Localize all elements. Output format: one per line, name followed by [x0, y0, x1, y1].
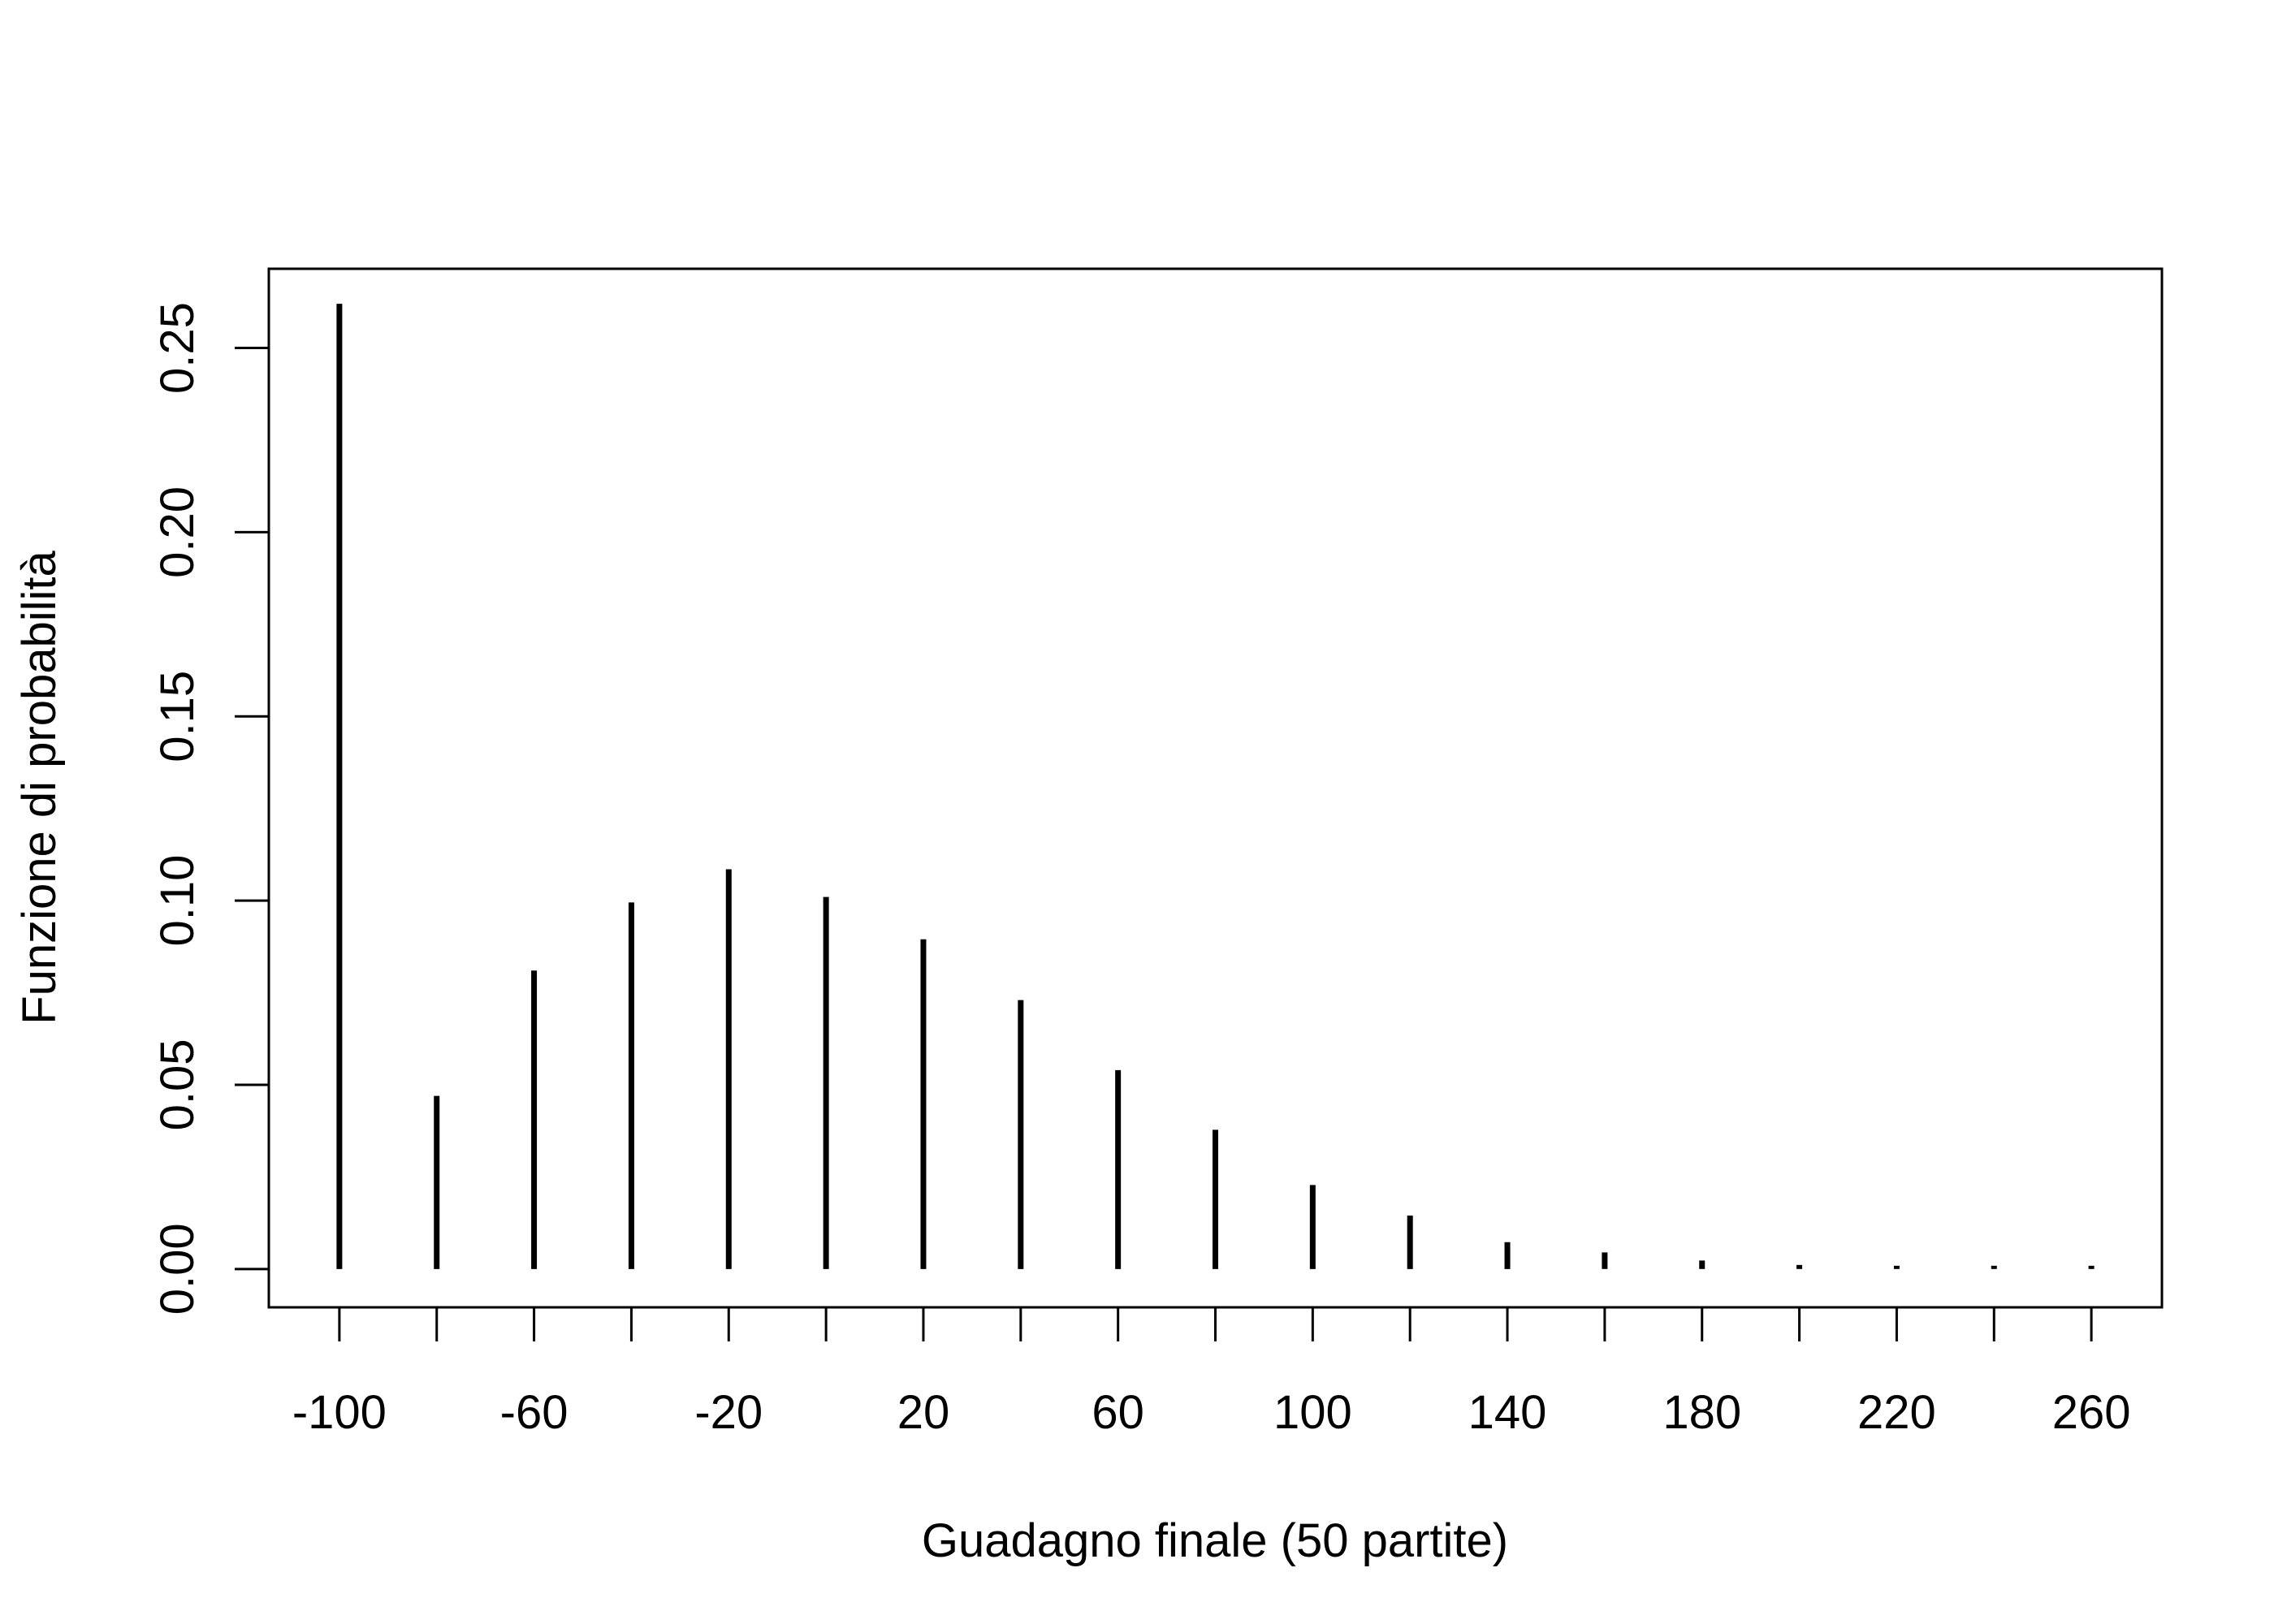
x-tick-label-2: -20: [694, 1386, 763, 1439]
x-tick-label-9: 260: [2052, 1386, 2131, 1439]
y-tick-label-4: 0.20: [151, 486, 204, 578]
x-tick-label-4: 60: [1092, 1386, 1144, 1439]
x-tick-label-1: -60: [500, 1386, 568, 1439]
y-axis-label: Funzione di probabilità: [13, 550, 66, 1024]
y-tick-label-0: 0.00: [151, 1223, 204, 1315]
y-tick-label-5: 0.25: [151, 302, 204, 394]
y-tick-label-3: 0.15: [151, 671, 204, 762]
x-axis: -100 -60 -20 20 60 100 140 180 220 260: [292, 1306, 2131, 1439]
x-tick-label-8: 220: [1857, 1386, 1936, 1439]
x-tick-label-3: 20: [897, 1386, 950, 1439]
x-axis-label: Guadagno finale (50 partite): [922, 1514, 1508, 1567]
x-tick-label-5: 100: [1273, 1386, 1352, 1439]
y-axis: 0.00 0.05 0.10 0.15 0.20 0.25: [151, 302, 270, 1315]
x-tick-label-0: -100: [292, 1386, 387, 1439]
bars-group: [336, 304, 2095, 1269]
y-tick-label-1: 0.05: [151, 1039, 204, 1131]
y-tick-label-2: 0.10: [151, 855, 204, 947]
x-tick-label-7: 180: [1662, 1386, 1741, 1439]
x-tick-label-6: 140: [1468, 1386, 1547, 1439]
